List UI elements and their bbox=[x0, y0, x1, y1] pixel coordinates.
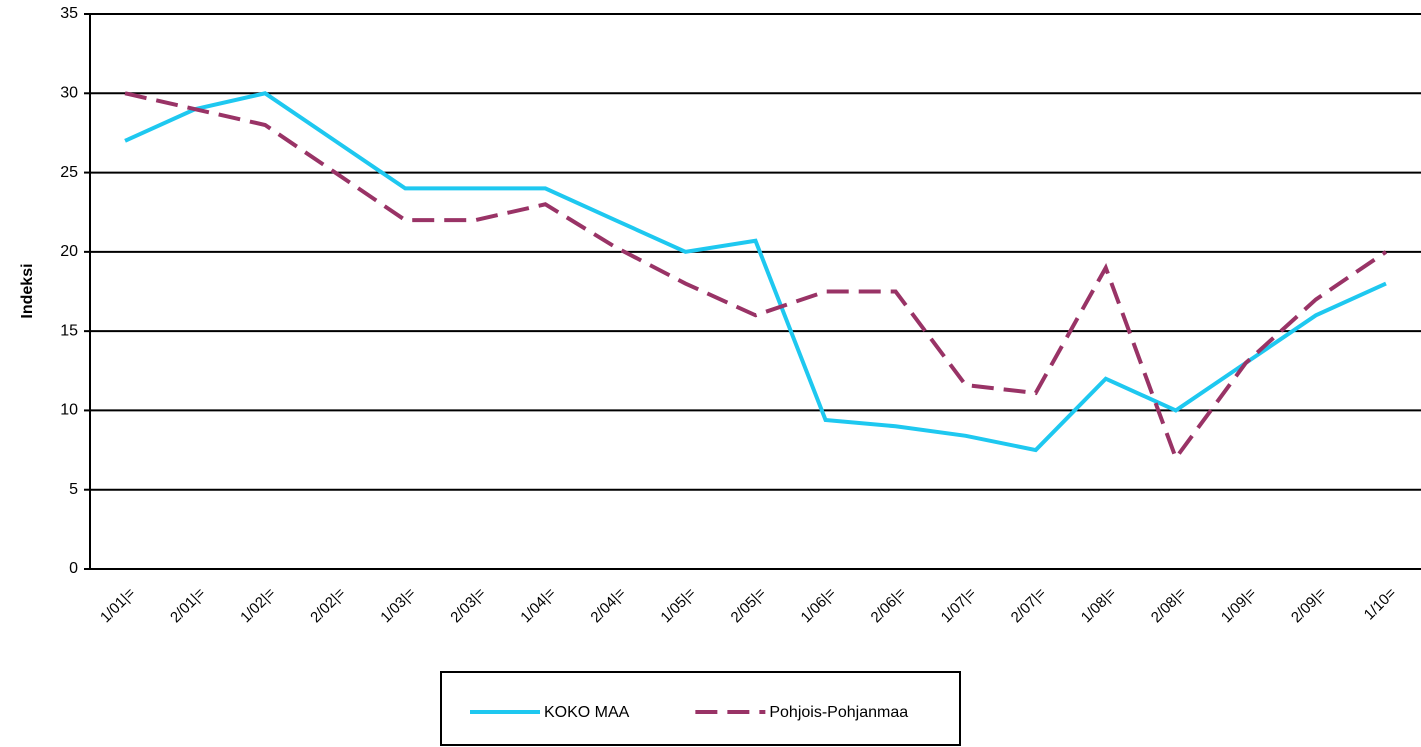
x-tick-label: 2/08|= bbox=[1148, 584, 1190, 626]
x-tick-label: 2/09|= bbox=[1288, 584, 1330, 626]
x-tick-label: 1/01|= bbox=[97, 584, 139, 626]
series-line bbox=[124, 91, 1387, 453]
x-tick-label: 1/10= bbox=[1361, 584, 1400, 623]
y-tick-label: 20 bbox=[60, 243, 78, 260]
legend-box bbox=[440, 671, 961, 746]
x-tick-label: 1/07|= bbox=[938, 584, 980, 626]
x-tick-label: 2/02|= bbox=[307, 584, 349, 626]
legend-label: KOKO MAA bbox=[544, 704, 630, 721]
x-tick-label: 2/06|= bbox=[868, 584, 910, 626]
y-axis-label: Indeksi bbox=[19, 263, 36, 318]
x-tick-label: 1/04|= bbox=[517, 584, 559, 626]
x-tick-label: 1/05|= bbox=[657, 584, 699, 626]
y-tick-label: 25 bbox=[60, 164, 78, 181]
y-tick-label: 35 bbox=[60, 5, 78, 22]
x-tick-label: 2/01|= bbox=[167, 584, 209, 626]
y-tick-label: 10 bbox=[60, 402, 78, 419]
x-tick-label: 2/07|= bbox=[1008, 584, 1050, 626]
x-tick-label: 1/09|= bbox=[1218, 584, 1260, 626]
y-tick-label: 15 bbox=[60, 322, 78, 339]
x-tick-label: 2/03|= bbox=[447, 584, 489, 626]
series-line bbox=[124, 91, 1388, 463]
y-tick-label: 5 bbox=[69, 481, 78, 498]
x-tick-label: 1/06|= bbox=[798, 584, 840, 626]
legend-label: Pohjois-Pohjanmaa bbox=[769, 704, 908, 721]
x-tick-label: 2/04|= bbox=[587, 584, 629, 626]
y-tick-label: 30 bbox=[60, 85, 78, 102]
x-tick-label: 2/05|= bbox=[728, 584, 770, 626]
x-tick-label: 1/08|= bbox=[1078, 584, 1120, 626]
x-tick-label: 1/03|= bbox=[377, 584, 419, 626]
x-tick-label: 1/02|= bbox=[237, 584, 279, 626]
y-tick-label: 0 bbox=[69, 560, 78, 577]
